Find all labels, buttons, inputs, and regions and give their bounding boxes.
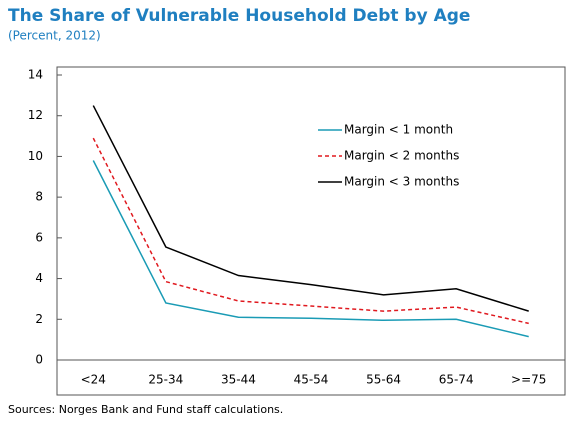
x-tick-label: 45-54 [294,373,329,387]
x-tick-label: 65-74 [439,373,474,387]
y-tick-label: 6 [35,230,43,244]
y-tick-label: 0 [35,353,43,367]
series-line [92,105,529,312]
series-line [92,160,529,338]
y-tick-label: 2 [35,312,43,326]
x-tick-label: 55-64 [366,373,401,387]
y-tick-label: 12 [28,108,43,122]
y-tick-label: 8 [35,190,43,204]
legend-label: Margin < 2 months [344,149,459,163]
y-tick-label: 14 [28,68,43,82]
y-tick-label: 4 [35,271,43,285]
plot-frame [56,66,566,396]
chart-subtitle: (Percent, 2012) [8,29,101,43]
source-note: Sources: Norges Bank and Fund staff calc… [8,403,283,416]
x-tick-label: 25-34 [148,373,183,387]
x-tick-label: <24 [81,373,106,387]
x-tick-label: >=75 [511,373,546,387]
chart-title: The Share of Vulnerable Household Debt b… [8,6,470,26]
series-line [92,137,529,325]
legend-label: Margin < 3 months [344,175,459,189]
y-tick-label: 10 [28,149,43,163]
x-tick-label: 35-44 [221,373,256,387]
legend-label: Margin < 1 month [344,123,453,137]
